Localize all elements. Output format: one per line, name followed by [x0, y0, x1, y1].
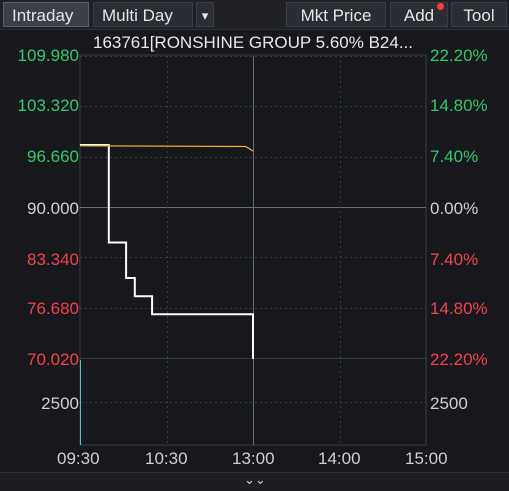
- pct-tick-2: 7.40%: [430, 147, 479, 166]
- period-dropdown-icon[interactable]: ▾: [196, 2, 214, 27]
- pct-tick-3: 0.00%: [430, 199, 479, 218]
- pct-tick-1: 14.80%: [430, 96, 488, 115]
- pct-tick-0: 22.20%: [430, 46, 488, 65]
- time-tick-3: 14:00: [318, 449, 361, 468]
- price-tick-5: 76.680: [27, 299, 79, 318]
- time-tick-4: 15:00: [405, 449, 448, 468]
- price-tick-0: 109.980: [17, 46, 79, 65]
- chart-title: 163761[RONSHINE GROUP 5.60% B24...: [92, 33, 413, 52]
- pct-tick-4: 7.40%: [430, 250, 479, 269]
- volume-tick-left: 2500: [41, 394, 79, 413]
- price-tick-1: 103.320: [17, 96, 79, 115]
- series-average-line: [79, 145, 254, 152]
- series-price-line: [80, 144, 254, 359]
- tab-intraday[interactable]: Intraday: [3, 2, 89, 27]
- mkt-price-button[interactable]: Mkt Price: [286, 2, 386, 27]
- volume-tick-right: 2500: [430, 394, 468, 413]
- price-tick-4: 83.340: [27, 250, 79, 269]
- pct-tick-5: 14.80%: [430, 299, 488, 318]
- toolbar: Intraday Multi Day ▾ Mkt Price Add Tool: [0, 0, 509, 30]
- add-button-label: Add: [403, 6, 435, 25]
- tab-multi-day[interactable]: Multi Day: [93, 2, 193, 27]
- price-tick-3: 90.000: [27, 199, 79, 218]
- price-tick-6: 70.020: [27, 350, 79, 369]
- bottom-bar: [0, 472, 509, 491]
- expand-chevron-icon[interactable]: ⌄⌄: [244, 472, 266, 487]
- pct-tick-6: 22.20%: [430, 350, 488, 369]
- price-tick-2: 96.660: [27, 147, 79, 166]
- time-tick-0: 09:30: [57, 449, 100, 468]
- chart-grid: [79, 54, 427, 446]
- chart-lines: [79, 144, 254, 445]
- time-tick-1: 10:30: [145, 449, 188, 468]
- time-tick-2: 13:00: [232, 449, 275, 468]
- notification-dot: [437, 3, 444, 10]
- tool-button[interactable]: Tool: [451, 2, 507, 27]
